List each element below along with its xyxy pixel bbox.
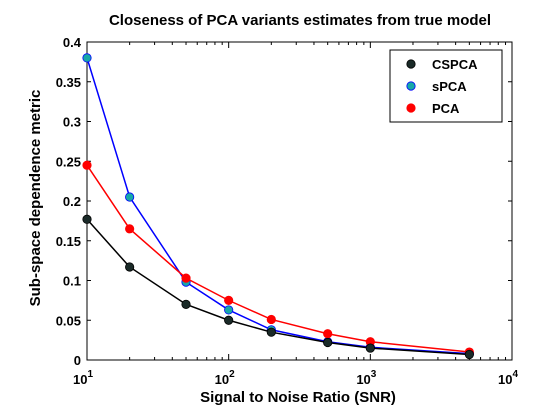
data-point-pca [181,273,191,283]
x-axis-label: Signal to Noise Ratio (SNR) [200,389,396,406]
data-point-cspca [224,315,234,325]
legend-marker-pca [406,103,416,113]
x-tick-base: 10 [73,372,87,387]
series-layer [82,53,474,360]
x-tick-label: 103 [356,369,376,387]
data-point-cspca [365,343,375,353]
series-line-pca [86,164,470,353]
data-point-cspca [464,349,474,360]
data-point-pca [323,329,333,339]
y-tick-label: 0 [74,353,81,368]
data-point-cspca [181,299,191,309]
data-point-pca [82,160,92,170]
x-tick-base: 10 [498,372,512,387]
y-tick-label: 0.1 [63,274,81,289]
x-tick-exponent: 2 [229,369,235,380]
data-point-cspca [266,327,276,337]
y-tick-label: 0.3 [63,115,81,130]
chart-title: Closeness of PCA variants estimates from… [109,12,491,29]
series-cspca [82,214,474,360]
legend-label-pca: PCA [432,101,460,116]
x-tick-base: 10 [215,372,229,387]
y-tick-label: 0.2 [63,194,81,209]
y-tick-label: 0.4 [63,35,82,50]
legend-label-cspca: CSPCA [432,57,478,72]
legend-marker-cspca [406,59,416,69]
data-point-spca [125,192,135,202]
data-point-pca [224,295,234,305]
x-tick-label: 101 [73,369,93,387]
y-axis-label: Sub-space dependence metric [27,90,44,307]
legend-label-spca: sPCA [432,79,467,94]
data-point-cspca [323,337,333,348]
data-point-cspca [82,214,92,224]
legend-marker-spca [406,81,416,91]
series-pca [82,160,474,357]
data-point-pca [125,224,135,234]
data-point-cspca [125,262,135,272]
x-tick-base: 10 [356,372,370,387]
x-tick-exponent: 4 [512,369,518,380]
data-point-spca [224,305,234,315]
legend: CSPCA sPCA PCA [389,49,503,123]
series-line-cspca [86,218,470,356]
y-tick-label: 0.35 [56,75,81,90]
data-point-pca [266,314,276,325]
series-line-spca [86,57,470,355]
y-tick-label: 0.05 [56,313,81,328]
x-tick-exponent: 3 [371,369,377,380]
data-point-spca [82,53,92,63]
x-tick-label: 102 [215,369,235,387]
y-tick-label: 0.25 [56,154,81,169]
x-tick-label: 104 [498,369,518,387]
x-tick-exponent: 1 [87,369,93,380]
y-tick-label: 0.15 [56,234,81,249]
